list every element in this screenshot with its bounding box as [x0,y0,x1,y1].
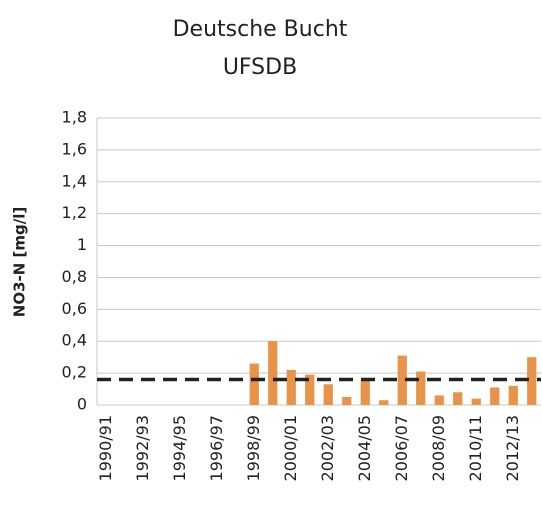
y-tick-label: 1,4 [62,171,87,190]
x-tick-label: 1996/97 [207,415,226,481]
bar [453,392,463,405]
bar [527,357,537,405]
x-tick-label: 2002/03 [318,415,337,481]
chart-title: Deutsche Bucht [173,17,348,42]
x-tick-label: 2006/07 [392,415,411,481]
bar [508,385,518,405]
chart-subtitle: UFSDB [223,55,297,80]
x-tick-label: 2012/13 [503,415,522,481]
bar [268,341,278,405]
bar [416,371,426,405]
x-tick-label: 1990/91 [96,415,115,481]
bar [305,374,315,405]
bar [379,400,389,405]
x-tick-label: 1992/93 [133,415,152,481]
y-tick-label: 1 [77,235,87,254]
y-tick-label: 0,4 [62,331,87,350]
y-tick-label: 1,6 [62,139,87,158]
y-tick-label: 1,2 [62,203,87,222]
bar [490,387,500,405]
bar [360,381,370,405]
bar [342,397,352,405]
bar [434,395,444,405]
x-tick-label: 2000/01 [281,415,300,481]
bar [323,384,333,405]
y-tick-label: 0 [77,395,87,414]
y-axis-label: NO3-N [mg/l] [11,207,29,317]
bar [471,398,481,405]
bar [397,355,407,405]
y-tick-label: 0,6 [62,299,87,318]
x-tick-label: 1994/95 [170,415,189,481]
x-tick-label: 2004/05 [355,415,374,481]
y-tick-label: 0,2 [62,363,87,382]
bar [286,369,296,405]
y-tick-label: 1,8 [62,108,87,127]
x-tick-label: 2008/09 [429,415,448,481]
x-tick-label: 1998/99 [244,415,263,481]
x-tick-label: 2010/11 [466,415,485,481]
bar [249,363,259,405]
y-tick-label: 0,8 [62,267,87,286]
